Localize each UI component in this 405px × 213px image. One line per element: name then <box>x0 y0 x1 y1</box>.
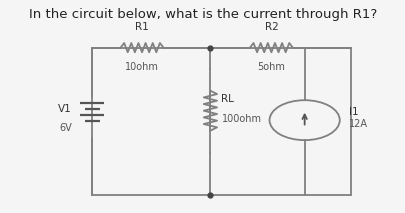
Text: 12A: 12A <box>348 119 367 129</box>
Text: In the circuit below, what is the current through R1?: In the circuit below, what is the curren… <box>29 8 376 21</box>
Text: 6V: 6V <box>59 122 72 132</box>
Text: R1: R1 <box>135 22 149 32</box>
Text: 100ohm: 100ohm <box>221 114 261 124</box>
Text: I1: I1 <box>348 107 358 117</box>
Text: V1: V1 <box>58 104 72 114</box>
Text: 5ohm: 5ohm <box>257 62 285 72</box>
Text: R2: R2 <box>264 22 277 32</box>
Text: RL: RL <box>221 94 234 104</box>
Text: 10ohm: 10ohm <box>125 62 159 72</box>
